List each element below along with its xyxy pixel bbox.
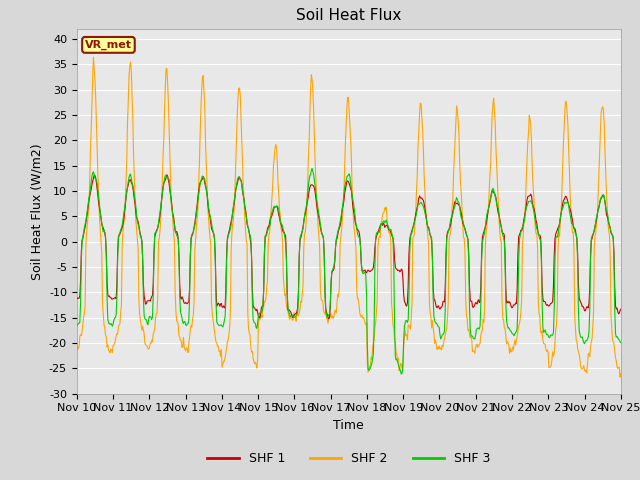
SHF 2 [223,339,231,345]
SHF 1 [417,194,424,200]
SHF 3 [308,166,316,171]
SHF 3 [223,259,230,264]
SHF 1 [325,316,333,322]
SHF 2 [431,337,439,343]
SHF 2 [617,371,625,376]
SHF 2 [416,111,424,117]
X-axis label: Time: Time [333,419,364,432]
SHF 1 [223,236,231,242]
SHF 1 [73,296,81,301]
SHF 3 [433,320,440,326]
SHF 3 [73,323,81,328]
SHF 2 [616,374,624,380]
Title: Soil Heat Flux: Soil Heat Flux [296,9,401,24]
SHF 1 [195,189,202,195]
Y-axis label: Soil Heat Flux (W/m2): Soil Heat Flux (W/m2) [30,143,44,279]
SHF 1 [433,303,440,309]
SHF 2 [83,230,90,236]
SHF 3 [417,200,424,206]
Line: SHF 3: SHF 3 [77,168,621,374]
SHF 2 [73,348,81,353]
SHF 3 [617,340,625,346]
Line: SHF 1: SHF 1 [77,175,621,319]
SHF 1 [617,306,625,312]
SHF 2 [90,55,97,60]
Legend: SHF 1, SHF 2, SHF 3: SHF 1, SHF 2, SHF 3 [202,447,495,470]
Line: SHF 2: SHF 2 [77,58,621,377]
SHF 1 [83,215,90,221]
SHF 3 [139,256,147,262]
SHF 3 [83,212,90,218]
SHF 3 [194,199,202,204]
SHF 2 [140,327,147,333]
SHF 2 [195,182,202,188]
SHF 1 [139,254,147,260]
SHF 3 [397,372,405,377]
Text: VR_met: VR_met [85,40,132,50]
SHF 1 [163,172,171,178]
